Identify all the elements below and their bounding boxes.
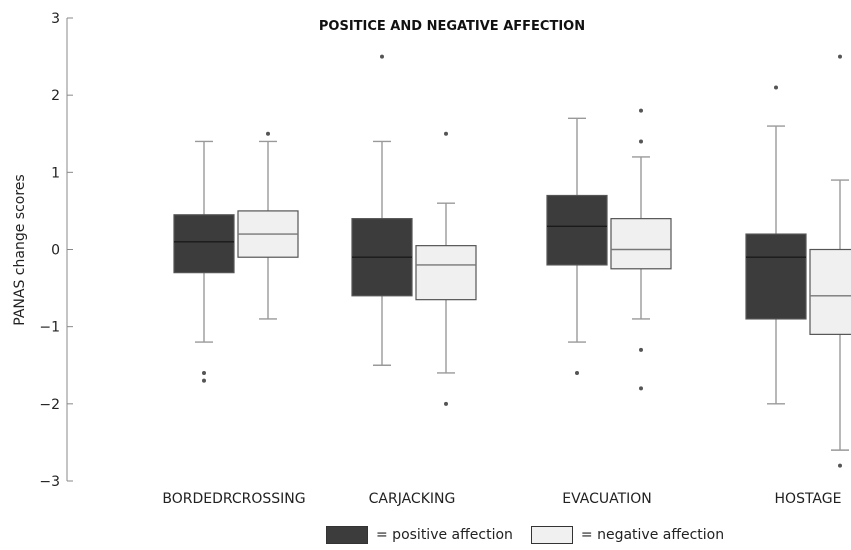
box-iqr [610, 218, 672, 270]
y-axis-ticks: 3 2 1 0 −1 −2 −3 [39, 11, 73, 490]
outlier-point [202, 370, 206, 375]
x-axis-categories: BORDEDRCROSSING CARJACKING EVACUATION HOSTA… [162, 491, 841, 507]
category-label: EVACUATION [562, 491, 652, 507]
box-iqr [745, 233, 807, 320]
category-label: CARJACKING [369, 491, 456, 507]
category-label: BORDEDRCROSSING [162, 491, 305, 507]
box [351, 54, 413, 366]
box-iqr [809, 248, 851, 335]
series-negative [237, 54, 851, 468]
chart-title: POSITICE AND NEGATIVE AFFECTION [319, 19, 585, 34]
y-tick-label: 2 [51, 88, 60, 104]
box [610, 108, 672, 391]
y-tick-label: −1 [39, 320, 60, 336]
legend: = positive affection = negative affectio… [326, 526, 742, 544]
outlier-point [838, 463, 842, 468]
legend-label-positive: = positive affection [376, 527, 513, 543]
outlier-point [639, 108, 643, 113]
box [745, 85, 807, 405]
series-positive [173, 54, 807, 405]
y-tick-label: −3 [39, 474, 60, 490]
box [415, 131, 477, 406]
outlier-point [266, 131, 270, 136]
outlier-point [575, 370, 579, 375]
box-iqr [415, 245, 477, 301]
y-tick-label: 1 [51, 165, 60, 181]
y-tick-label: −2 [39, 397, 60, 413]
outlier-point [639, 347, 643, 352]
outlier-point [639, 139, 643, 144]
legend-item-negative: = negative affection [530, 526, 725, 544]
box [237, 131, 299, 320]
outlier-point [774, 85, 778, 90]
y-axis-label: PANAS change scores [12, 174, 28, 325]
category-label: HOSTAGE [775, 491, 842, 507]
outlier-point [202, 378, 206, 383]
box-iqr [546, 194, 608, 266]
outlier-point [444, 401, 448, 406]
outlier-point [639, 386, 643, 391]
box [173, 140, 235, 383]
outlier-point [838, 54, 842, 59]
legend-swatch-negative [530, 526, 573, 544]
legend-label-negative: = negative affection [580, 527, 725, 543]
outlier-point [444, 131, 448, 136]
y-tick-label: 3 [51, 11, 60, 27]
outlier-point [380, 54, 384, 59]
box [546, 117, 608, 375]
legend-item-positive: = positive affection [326, 526, 513, 544]
y-tick-label: 0 [51, 243, 60, 259]
legend-swatch-positive [326, 526, 368, 544]
box [809, 54, 851, 468]
box-series [173, 54, 851, 468]
box-iqr [173, 214, 235, 274]
